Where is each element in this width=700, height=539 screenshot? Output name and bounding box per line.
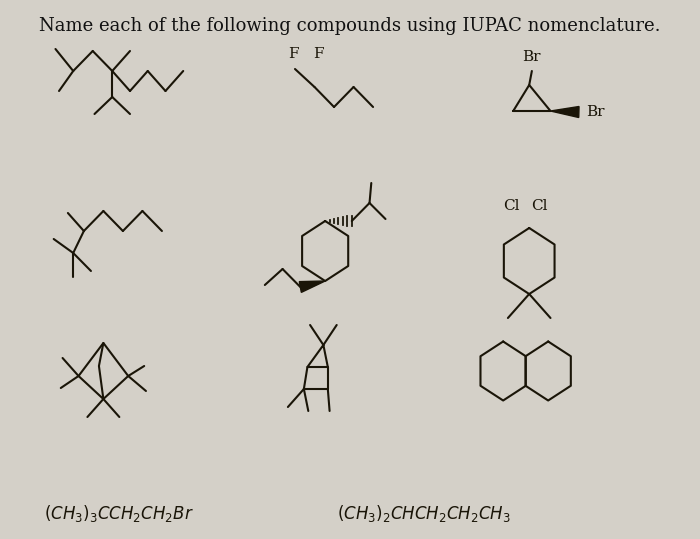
- Text: Br: Br: [586, 105, 605, 119]
- Text: Cl: Cl: [531, 199, 548, 213]
- Text: $(CH_3)_2CHCH_2CH_2CH_3$: $(CH_3)_2CHCH_2CH_2CH_3$: [337, 503, 510, 524]
- Polygon shape: [550, 107, 579, 118]
- Text: $(CH_3)_3CCH_2CH_2Br$: $(CH_3)_3CCH_2CH_2Br$: [44, 503, 194, 524]
- Text: Br: Br: [523, 50, 541, 64]
- Polygon shape: [300, 281, 326, 292]
- Text: Cl: Cl: [503, 199, 519, 213]
- Text: Name each of the following compounds using IUPAC nomenclature.: Name each of the following compounds usi…: [39, 17, 661, 35]
- Text: F: F: [313, 47, 323, 61]
- Text: F: F: [288, 47, 298, 61]
